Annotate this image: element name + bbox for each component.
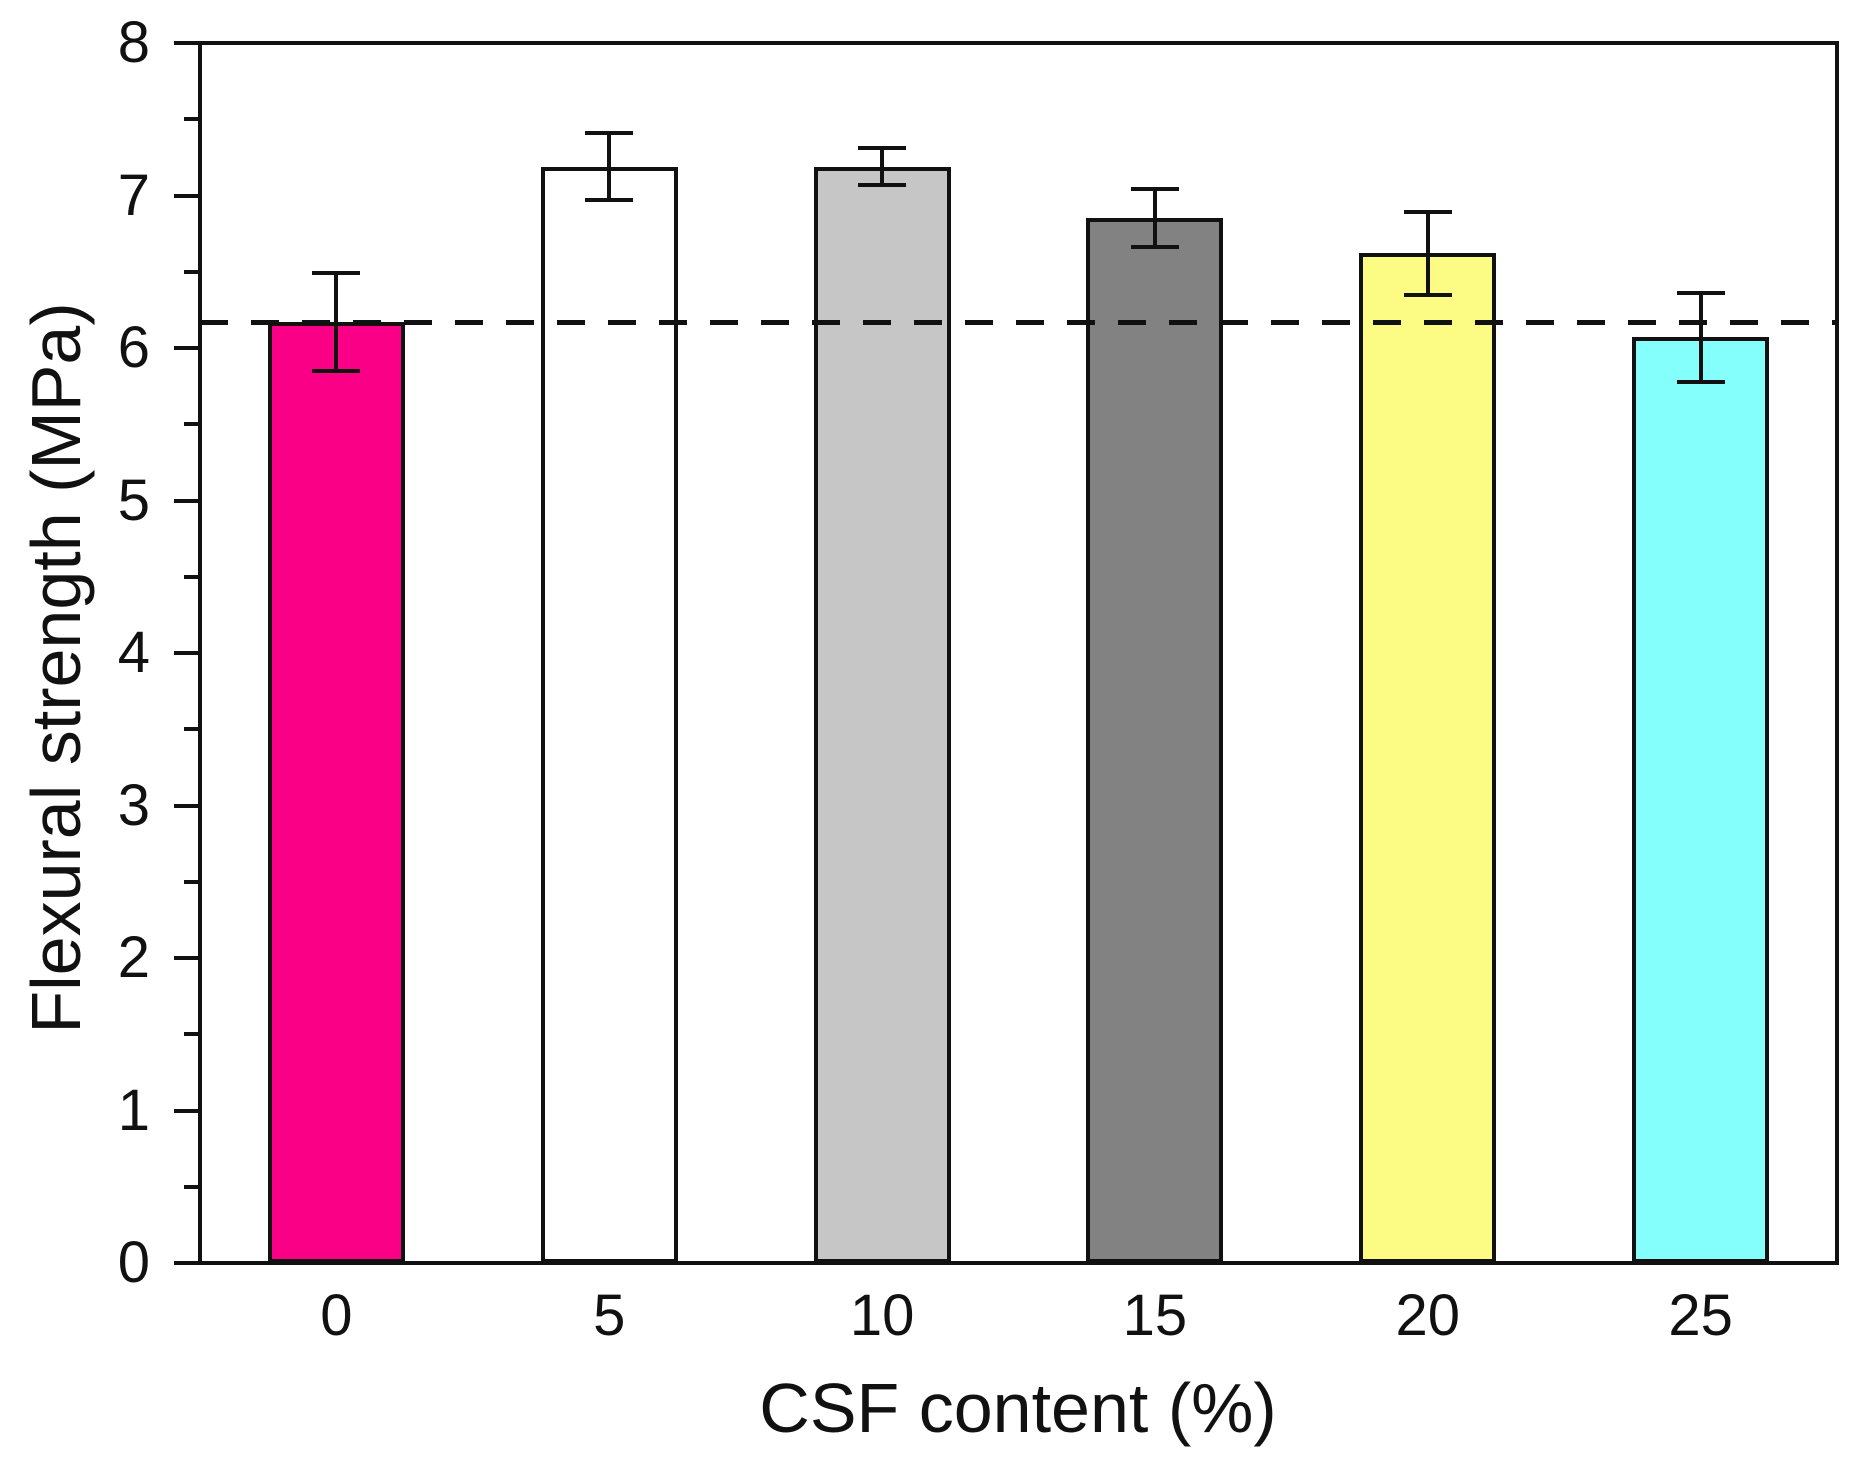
- error-bar-stem: [1425, 212, 1430, 295]
- y-tick-label: 5: [117, 467, 150, 533]
- error-bar-cap-top: [1130, 187, 1179, 192]
- error-bar-cap-top: [858, 146, 907, 151]
- error-bar-cap-top: [1403, 210, 1452, 215]
- error-bar-cap-bottom: [312, 368, 361, 373]
- bar: [267, 322, 405, 1263]
- x-tick-label: 0: [320, 1283, 353, 1348]
- bar: [1086, 218, 1224, 1263]
- bar: [540, 166, 678, 1263]
- y-major-tick: [174, 498, 200, 503]
- error-bar-cap-top: [1676, 291, 1725, 296]
- y-tick-label: 3: [117, 772, 150, 838]
- x-tick-label: 20: [1395, 1283, 1460, 1348]
- error-bar-cap-bottom: [585, 198, 634, 203]
- y-major-tick: [174, 41, 200, 45]
- x-tick-label: 25: [1668, 1283, 1733, 1348]
- y-tick-label: 6: [117, 315, 150, 380]
- y-minor-tick: [184, 269, 200, 274]
- error-bar-cap-bottom: [1676, 379, 1725, 384]
- y-tick-label: 2: [117, 925, 150, 990]
- error-bar-stem: [1698, 293, 1703, 382]
- y-minor-tick: [184, 117, 200, 122]
- error-bar-cap-bottom: [858, 182, 907, 187]
- y-major-tick: [174, 956, 200, 960]
- error-bar-cap-bottom: [1403, 292, 1452, 297]
- y-major-tick: [174, 1261, 200, 1265]
- y-tick-label: 4: [117, 620, 150, 685]
- y-tick-label: 1: [117, 1077, 150, 1143]
- x-tick-label: 5: [593, 1283, 626, 1348]
- bar: [813, 166, 951, 1263]
- error-bar-cap-top: [312, 271, 361, 276]
- y-minor-tick: [184, 422, 200, 427]
- error-bar-stem: [880, 148, 885, 185]
- y-minor-tick: [184, 574, 200, 579]
- x-axis-title: CSF content (%): [759, 1369, 1277, 1447]
- error-bar-cap-top: [585, 130, 634, 135]
- x-tick-label: 15: [1122, 1283, 1188, 1348]
- error-bar-stem: [607, 132, 612, 201]
- y-minor-tick: [184, 879, 200, 884]
- y-major-tick: [174, 651, 200, 655]
- bar: [1359, 253, 1497, 1263]
- error-bar-stem: [1152, 189, 1157, 248]
- y-tick-label: 0: [117, 1230, 150, 1295]
- y-major-tick: [174, 193, 200, 198]
- x-tick-label: 10: [849, 1283, 915, 1348]
- bar: [1632, 337, 1770, 1263]
- y-major-tick: [174, 803, 200, 808]
- y-minor-tick: [184, 727, 200, 732]
- y-minor-tick: [184, 1184, 200, 1189]
- y-tick-label: 7: [117, 162, 150, 228]
- y-tick-label: 8: [117, 10, 150, 75]
- y-minor-tick: [184, 1032, 200, 1037]
- y-major-tick: [174, 1108, 200, 1113]
- y-major-tick: [174, 346, 200, 350]
- reference-dashed-line: [200, 319, 1837, 325]
- plot-area: [198, 41, 1839, 1265]
- error-bar-cap-bottom: [1130, 245, 1179, 250]
